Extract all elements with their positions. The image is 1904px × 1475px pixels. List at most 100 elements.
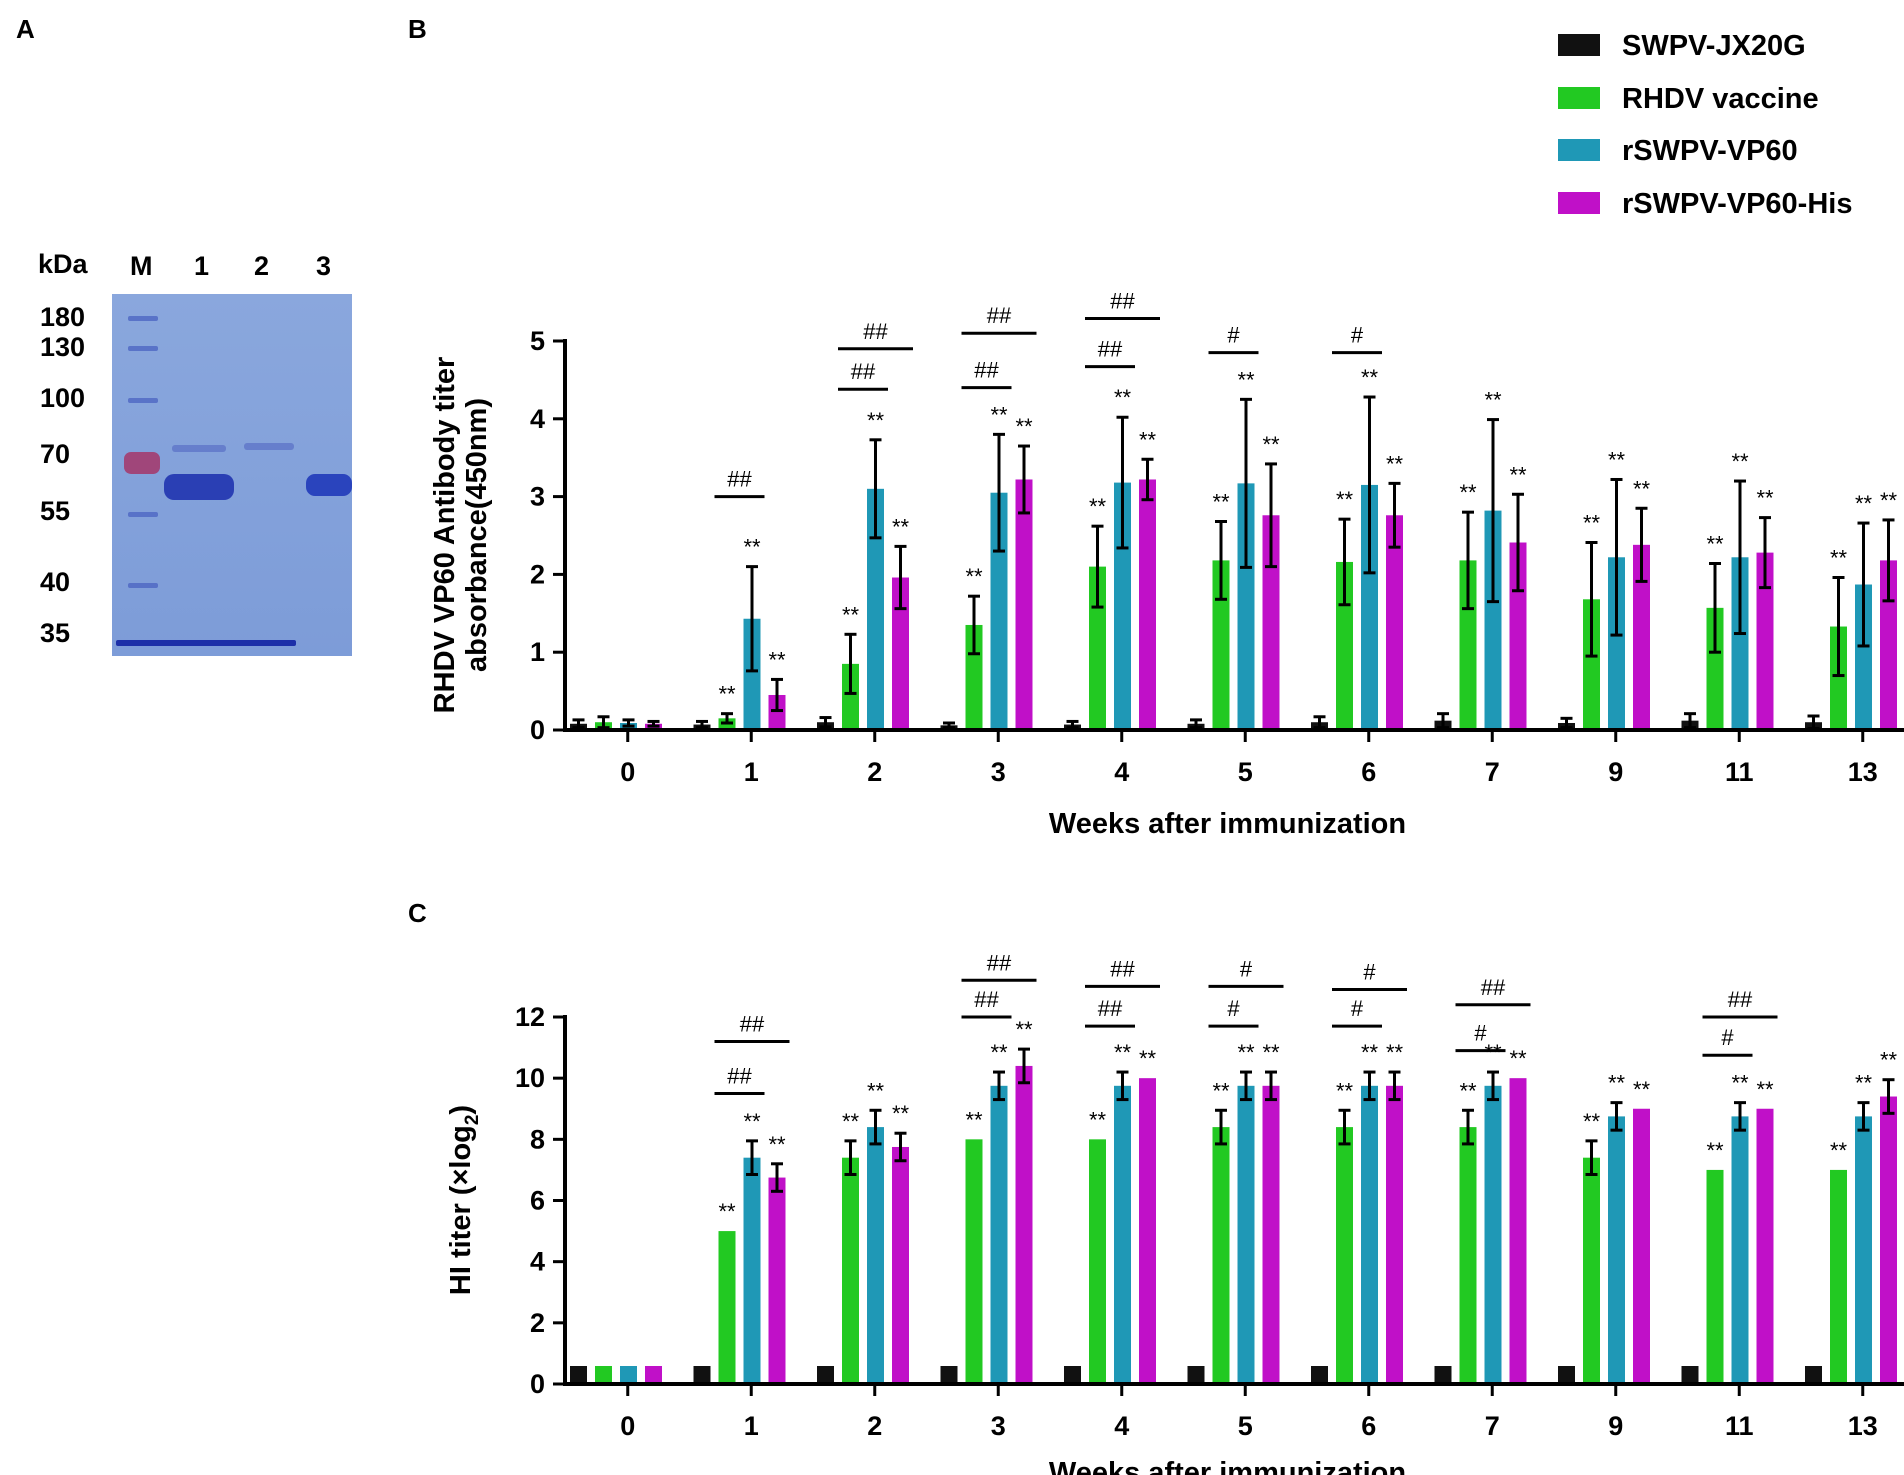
significance-stars: ** — [1262, 1040, 1280, 1065]
x-tick-label: 13 — [1848, 757, 1878, 787]
bar-c-swpv-jx20g-week-2 — [817, 1366, 834, 1384]
bar-b-rswpv-vp60-his-week-2 — [892, 577, 909, 730]
x-tick-label: 4 — [1114, 1411, 1129, 1441]
significance-stars: ** — [1212, 489, 1230, 514]
bar-c-rhdv-vaccine-week-11 — [1706, 1169, 1724, 1384]
x-tick-label: 11 — [1725, 1411, 1754, 1441]
legend-swatch-swpv-jx20g — [1558, 34, 1600, 56]
significance-label: # — [1721, 1025, 1734, 1050]
significance-label: # — [1227, 996, 1240, 1021]
significance-label: ## — [1098, 337, 1123, 362]
bar-b-rswpv-vp60-week-7 — [1484, 510, 1502, 730]
bar-b-rswpv-vp60-his-week-3 — [1015, 479, 1033, 730]
bar-c-rswpv-vp60-week-1 — [743, 1157, 761, 1384]
significance-stars: ** — [1459, 480, 1477, 505]
legend-swatch-rswpv-vp60 — [1558, 139, 1600, 161]
gel-panel: kDa M 1 2 3 180 130 100 70 55 40 35 — [38, 249, 352, 656]
significance-stars: ** — [1706, 1138, 1724, 1163]
significance-stars: ** — [1880, 488, 1898, 513]
x-tick-label: 7 — [1485, 1411, 1500, 1441]
bar-c-rswpv-vp60-week-9 — [1608, 1116, 1625, 1384]
bar-c-rswpv-vp60-week-2 — [867, 1127, 884, 1384]
bar-b-rhdv-vaccine-week-2 — [842, 663, 859, 730]
bar-b-rhdv-vaccine-week-5 — [1212, 560, 1230, 730]
bar-c-rswpv-vp60-his-week-0 — [645, 1366, 662, 1384]
bar-b-rswpv-vp60-his-week-11 — [1756, 552, 1774, 730]
bar-b-rhdv-vaccine-week-11 — [1706, 607, 1724, 730]
significance-label: ## — [1110, 288, 1135, 313]
gel-ladder-70-band — [124, 452, 160, 474]
bar-b-rswpv-vp60-his-week-13 — [1880, 560, 1897, 730]
bar-c-rswpv-vp60-week-0 — [620, 1366, 637, 1384]
significance-label: ## — [987, 950, 1012, 975]
significance-label: ## — [727, 1063, 752, 1088]
significance-stars: ** — [1583, 511, 1601, 536]
significance-stars: ** — [1262, 432, 1280, 457]
significance-label: # — [1240, 956, 1253, 981]
bar-c-rswpv-vp60-week-6 — [1361, 1085, 1378, 1384]
panel-label-a: A — [16, 14, 35, 44]
bar-b-rswpv-vp60-his-week-1 — [768, 694, 786, 730]
gel-marker-130: 130 — [40, 332, 85, 362]
significance-stars: ** — [1583, 1109, 1601, 1134]
bar-c-rhdv-vaccine-week-0 — [595, 1366, 612, 1384]
significance-label: ## — [1098, 996, 1123, 1021]
significance-stars: ** — [1237, 367, 1255, 392]
bar-c-rswpv-vp60-his-week-13 — [1880, 1096, 1897, 1384]
gel-marker-100: 100 — [40, 383, 85, 413]
significance-stars: ** — [867, 1078, 885, 1103]
y-tick-label: 4 — [530, 1247, 545, 1277]
legend-swatch-rhdv-vaccine — [1558, 87, 1600, 109]
y-tick-label: 5 — [530, 326, 545, 356]
bar-c-rswpv-vp60-his-week-5 — [1262, 1085, 1280, 1384]
x-tick-label: 7 — [1485, 757, 1500, 787]
significance-stars: ** — [718, 682, 736, 707]
y-tick-label: 8 — [530, 1124, 545, 1154]
y-tick-label: 2 — [530, 1308, 545, 1338]
significance-stars: ** — [1706, 532, 1724, 557]
x-tick-label: 13 — [1848, 1411, 1878, 1441]
bar-c-rswpv-vp60-week-3 — [990, 1085, 1008, 1384]
bar-c-rhdv-vaccine-week-1 — [718, 1231, 736, 1384]
bar-c-swpv-jx20g-week-3 — [940, 1366, 958, 1384]
significance-stars: ** — [1459, 1078, 1477, 1103]
bar-c-rhdv-vaccine-week-3 — [965, 1139, 983, 1384]
bar-b-rswpv-vp60-week-1 — [743, 618, 761, 730]
significance-stars: ** — [743, 1109, 761, 1134]
x-tick-label: 9 — [1608, 757, 1623, 787]
x-tick-label: 5 — [1238, 1411, 1253, 1441]
legend-swatch-rswpv-vp60-his — [1558, 192, 1600, 214]
bar-c-rswpv-vp60-week-4 — [1114, 1085, 1131, 1384]
bar-c-rswpv-vp60-week-7 — [1484, 1085, 1502, 1384]
significance-stars: ** — [1880, 1048, 1898, 1073]
bar-c-swpv-jx20g-week-0 — [570, 1366, 587, 1384]
x-tick-label: 0 — [620, 757, 635, 787]
gel-lane3-band — [306, 474, 352, 496]
y-tick-label: 1 — [530, 637, 545, 667]
significance-label: ## — [863, 319, 888, 344]
bar-b-rswpv-vp60-his-week-9 — [1633, 544, 1650, 730]
legend-label-rswpv-vp60: rSWPV-VP60 — [1622, 135, 1798, 167]
significance-label: # — [1474, 1021, 1487, 1046]
significance-label: # — [1351, 323, 1364, 348]
x-tick-label: 4 — [1114, 757, 1129, 787]
significance-label: ## — [1481, 975, 1506, 1000]
bar-c-rswpv-vp60-week-5 — [1237, 1085, 1255, 1384]
significance-label: # — [1227, 323, 1240, 348]
significance-stars: ** — [1731, 1071, 1749, 1096]
legend: SWPV-JX20G RHDV vaccine rSWPV-VP60 rSWPV… — [1558, 30, 1852, 220]
significance-stars: ** — [1336, 1078, 1354, 1103]
y-tick-label: 2 — [530, 559, 545, 589]
x-axis-title: Weeks after immunization — [1049, 808, 1406, 840]
significance-label: ## — [851, 359, 876, 384]
bar-c-rswpv-vp60-his-week-6 — [1386, 1085, 1403, 1384]
y-tick-label: 6 — [530, 1186, 545, 1216]
significance-stars: ** — [1484, 388, 1502, 413]
significance-stars: ** — [1212, 1078, 1230, 1103]
gel-marker-55: 55 — [40, 496, 70, 526]
bar-b-rswpv-vp60-week-2 — [867, 488, 884, 730]
bar-c-rhdv-vaccine-week-5 — [1212, 1127, 1230, 1384]
gel-ladder — [128, 316, 158, 588]
significance-stars: ** — [768, 647, 786, 672]
significance-label: # — [1351, 996, 1364, 1021]
